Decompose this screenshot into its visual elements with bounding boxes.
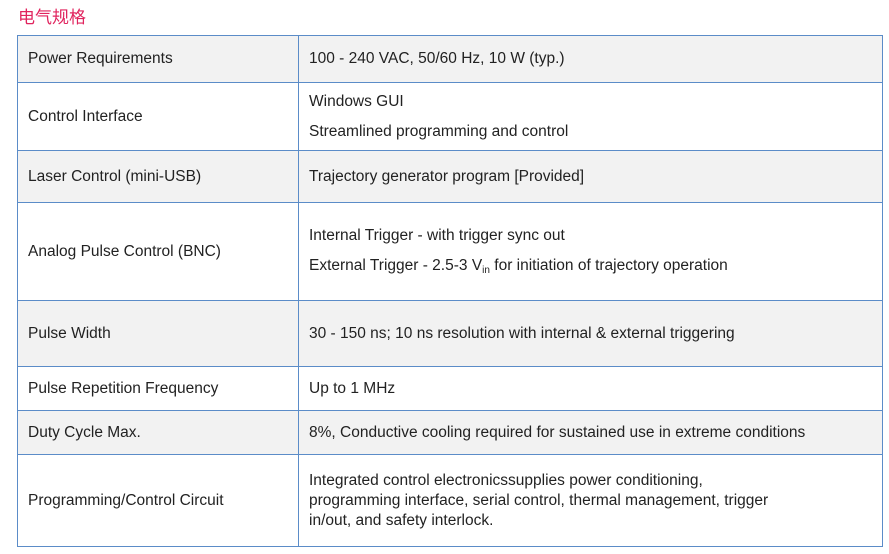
table-row: Analog Pulse Control (BNC) Internal Trigg… <box>18 203 883 301</box>
table-row: Programming/Control Circuit Integrated co… <box>18 455 883 547</box>
row-label: Power Requirements <box>18 36 299 82</box>
text: for initiation of trajectory operation <box>489 257 728 274</box>
row-value: Trajectory generator program [Provided] <box>299 151 883 202</box>
table-row: Control Interface Windows GUI Streamlined … <box>18 83 883 151</box>
row-value: 100 - 240 VAC, 50/60 Hz, 10 W (typ.) <box>299 36 883 82</box>
value-line: Windows GUI <box>309 92 404 110</box>
row-label: Programming/Control Circuit <box>18 455 299 546</box>
row-label: Analog Pulse Control (BNC) <box>18 203 299 300</box>
row-value: 8%, Conductive cooling required for sust… <box>299 411 883 454</box>
table-row: Power Requirements 100 - 240 VAC, 50/60 H… <box>18 36 883 83</box>
row-value: 30 - 150 ns; 10 ns resolution with inter… <box>299 301 883 366</box>
value-line: 100 - 240 VAC, 50/60 Hz, 10 W (typ.) <box>309 50 565 67</box>
value-line: Up to 1 MHz <box>309 379 396 397</box>
row-value: Integrated control electronicssupplies p… <box>299 455 883 546</box>
value-line: Integrated control electronicssupplies p… <box>309 471 703 489</box>
row-value: Windows GUI Streamlined programming and c… <box>299 83 883 150</box>
row-label: Laser Control (mini-USB) <box>18 151 299 202</box>
table-row: Pulse Width 30 - 150 ns; 10 ns resolution… <box>18 301 883 367</box>
text: External Trigger - 2.5-3 V <box>309 257 483 274</box>
table-row: Laser Control (mini-USB) Trajectory gener… <box>18 151 883 203</box>
row-value: Internal Trigger - with trigger sync out… <box>299 203 883 300</box>
spec-table: Power Requirements 100 - 240 VAC, 50/60 H… <box>17 35 883 547</box>
section-title: 电气规格 <box>18 8 86 28</box>
row-label: Control Interface <box>18 83 299 150</box>
value-line: Streamlined programming and control <box>309 122 569 140</box>
row-label: Duty Cycle Max. <box>18 411 299 454</box>
value-line: 8%, Conductive cooling required for sust… <box>309 423 806 441</box>
value-line: Trajectory generator program [Provided] <box>309 167 585 185</box>
row-label: Pulse Width <box>18 301 299 366</box>
row-label: Pulse Repetition Frequency <box>18 367 299 410</box>
value-line: in/out, and safety interlock. <box>309 511 494 529</box>
table-row: Pulse Repetition Frequency Up to 1 MHz <box>18 367 883 411</box>
row-value: Up to 1 MHz <box>299 367 883 410</box>
value-line: External Trigger - 2.5-3 Vin for initiat… <box>309 257 872 276</box>
table-row: Duty Cycle Max. 8%, Conductive cooling re… <box>18 411 883 455</box>
value-line: programming interface, serial control, t… <box>309 491 769 509</box>
value-line: 30 - 150 ns; 10 ns resolution with inter… <box>309 324 735 342</box>
value-line: Internal Trigger - with trigger sync out <box>309 227 565 244</box>
subscript: in <box>482 265 490 276</box>
